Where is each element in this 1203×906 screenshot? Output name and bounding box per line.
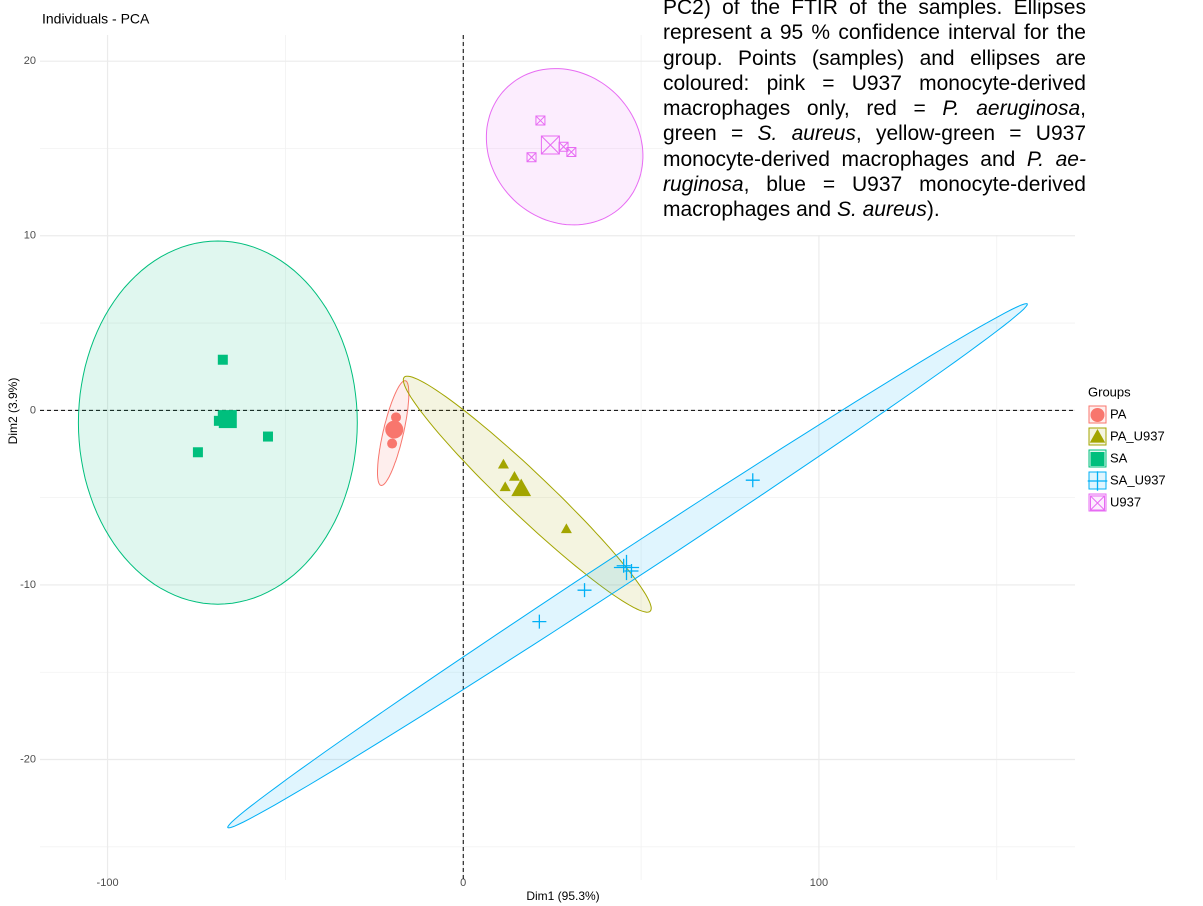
caption-text: ruginosa [663,173,744,197]
point [526,152,537,163]
caption: PC2) of the FTIR of the samples. Ellipse… [663,0,1086,235]
caption-text: , blue = U937 monocyte-derived [743,173,1086,197]
caption-text: , [1080,97,1086,121]
point [391,412,402,423]
point [387,438,398,449]
legend-marker [1089,428,1106,443]
x-tick-label: 0 [460,877,466,889]
legend-label: PA [1110,406,1127,421]
x-tick-label: -100 [97,877,119,889]
legend-item: PA_U937 [1088,427,1165,446]
group-mean [613,554,640,581]
y-axis-label: Dim2 (3.9%) [6,378,20,445]
group-mean [511,478,532,497]
legend-label: SA_U937 [1110,472,1166,487]
legend-item: PA [1088,405,1127,424]
legend-label: U937 [1110,494,1141,509]
caption-text: represent a 95 % confidence interval for… [663,21,1086,45]
point [577,583,592,598]
point [262,431,273,442]
caption-line: macrophages only, red = P. aeruginosa, [663,96,1086,121]
caption-line: green = S. aureus, yellow-green = U937 [663,121,1086,146]
caption-text: group. Points (samples) and ellipses are [663,46,1086,70]
y-tick-label: 10 [24,230,36,242]
point [560,523,572,534]
point [499,481,511,492]
caption-text: PC2) of the FTIR of the samples. Ellipse… [663,0,1086,19]
caption-text: macrophages only, red = [663,97,943,121]
y-tick-label: 0 [30,404,36,416]
y-tick-label: -20 [20,753,36,765]
caption-line: coloured: pink = U937 monocyte-derived [663,71,1086,96]
point [745,473,760,488]
caption-line: represent a 95 % confidence interval for… [663,20,1086,45]
point [497,458,509,469]
caption-line: group. Points (samples) and ellipses are [663,46,1086,71]
caption-text: green = [663,122,758,146]
caption-text: coloured: pink = U937 monocyte-derived [663,71,1086,95]
caption-text: P. aeruginosa [942,97,1081,121]
caption-text: , yellow-green = U937 [855,122,1086,146]
legend-item: SA_U937 [1087,471,1166,491]
caption-text: macrophages and [663,198,837,222]
caption-line: ruginosa, blue = U937 monocyte-derived [663,172,1086,197]
group-mean [540,135,560,155]
caption-text: ). [926,198,940,222]
caption-text: monocyte-derived macrophages and [663,147,1027,171]
legend-label: PA_U937 [1110,428,1165,443]
caption-line: macrophages and S. aureus). [663,197,1086,222]
legend-marker [1087,471,1108,491]
legend-label: SA [1110,450,1128,465]
legend-marker [1090,408,1105,422]
legend-title: Groups [1088,384,1131,399]
caption-text: S. aureus [757,122,856,146]
chart-title: Individuals - PCA [42,11,150,27]
group-mean [218,410,237,429]
point [532,614,547,629]
legend-marker [1090,452,1105,466]
point [616,558,631,573]
caption-line: monocyte-derived macrophages and P. ae- [663,147,1086,172]
confidence-ellipse [485,68,644,226]
point [535,115,546,126]
point [217,354,228,365]
point [192,447,203,458]
x-tick-label: 100 [810,877,828,889]
x-axis-label: Dim1 (95.3%) [526,889,599,903]
legend-item: U937 [1088,493,1141,512]
caption-line: PC2) of the FTIR of the samples. Ellipse… [663,0,1086,20]
caption-text: S. aureus [836,198,927,222]
point [566,146,577,157]
y-tick-label: 20 [24,55,36,67]
caption-text: P. ae- [1026,147,1086,171]
legend-item: SA [1088,449,1128,468]
group-mean [385,420,404,439]
legend-marker [1090,495,1105,511]
point [508,470,520,481]
y-tick-label: -10 [20,579,36,591]
